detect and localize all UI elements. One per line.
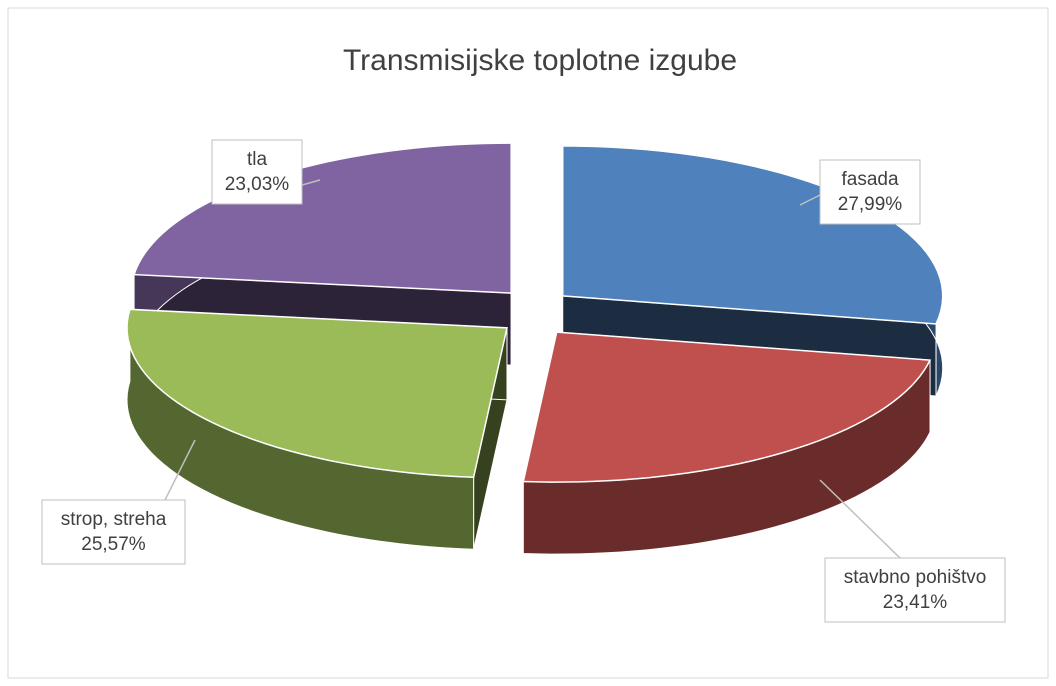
slice	[126, 308, 508, 479]
leader-line	[819, 479, 901, 559]
data-label-box	[41, 499, 186, 565]
chart-title: Transmisijske toplotne izgube	[343, 44, 737, 77]
data-label-name: strop, streha	[61, 509, 167, 530]
data-label-name: stavbno pohištvo	[844, 567, 987, 588]
data-label-name: fasada	[841, 169, 898, 190]
data-label-value: 25,57%	[81, 534, 146, 555]
leader-line	[164, 439, 196, 501]
leader-line	[301, 179, 321, 186]
data-label-box	[819, 159, 921, 225]
data-label-box	[824, 557, 1006, 623]
slice	[522, 331, 932, 483]
data-label-value: 23,41%	[883, 592, 948, 613]
data-label-value: 23,03%	[225, 174, 290, 195]
leader-line	[799, 194, 821, 206]
data-label-box	[211, 139, 303, 205]
data-label-name: tla	[247, 149, 268, 170]
data-label-value: 27,99%	[838, 194, 903, 215]
